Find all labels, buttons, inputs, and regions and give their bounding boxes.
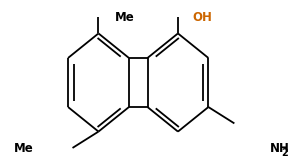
Text: NH: NH [270,142,290,155]
Text: OH: OH [192,11,212,24]
Text: Me: Me [115,11,134,24]
Text: 2: 2 [281,148,288,158]
Text: Me: Me [14,142,33,155]
